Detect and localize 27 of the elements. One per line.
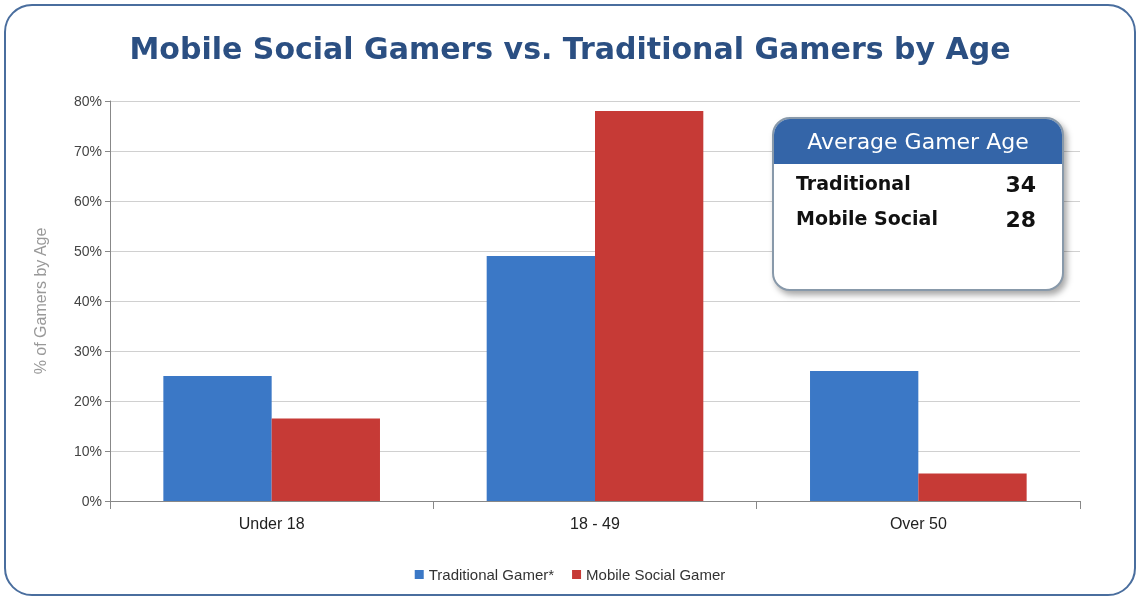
y-tick-label: 50%: [73, 243, 102, 259]
legend-label: Mobile Social Gamer: [586, 566, 726, 583]
bar: [486, 256, 595, 501]
y-tick-label: 80%: [73, 93, 102, 109]
y-tick-label: 30%: [73, 343, 102, 359]
legend-label: Traditional Gamer*: [428, 566, 555, 583]
y-tick-label: 10%: [73, 443, 102, 459]
bar: [271, 418, 380, 501]
annotation: 34: [1005, 172, 1036, 197]
annotation: Average Gamer Age: [774, 119, 1062, 164]
y-tick-label: 70%: [73, 143, 102, 159]
x-tick-label: Under 18: [238, 514, 305, 532]
y-tick-label: 20%: [73, 393, 102, 409]
annotation: Mobile Social: [796, 207, 938, 231]
y-tick-label: 40%: [73, 293, 102, 309]
bar: [810, 371, 919, 501]
bar: [918, 473, 1027, 501]
y-tick-label: 0%: [81, 493, 102, 509]
annotation: Traditional: [796, 172, 911, 196]
y-axis-title: % of Gamers by Age: [31, 227, 49, 375]
chart-title: Mobile Social Gamers vs. Traditional Gamers by Age: [129, 30, 1011, 66]
x-tick-label: 18 - 49: [570, 514, 621, 532]
y-tick-label: 60%: [73, 193, 102, 209]
bar: [163, 376, 272, 501]
x-tick-label: Over 50: [889, 514, 947, 532]
annotation: 28: [1005, 207, 1036, 232]
bar: [595, 111, 704, 501]
